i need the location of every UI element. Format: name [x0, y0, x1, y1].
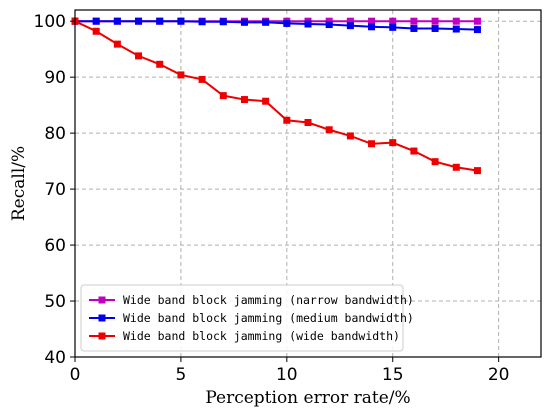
x-tick-label: 15: [382, 365, 404, 385]
data-point: [368, 140, 376, 148]
data-point: [177, 17, 185, 25]
data-point: [452, 17, 460, 25]
data-point: [389, 23, 397, 31]
data-point: [452, 163, 460, 171]
data-point: [473, 26, 481, 34]
series-line: [75, 20, 478, 31]
legend: Wide band block jamming (narrow bandwidt…: [80, 284, 414, 352]
legend-marker: [98, 296, 106, 304]
series-3: [71, 17, 481, 175]
data-point: [304, 118, 312, 126]
data-point: [368, 17, 376, 25]
series-2: [71, 17, 481, 34]
data-point: [452, 25, 460, 33]
data-point: [389, 139, 397, 147]
data-point: [346, 132, 354, 140]
data-point: [389, 17, 397, 25]
data-point: [473, 167, 481, 175]
legend-label: Wide band block jamming (wide bandwidth): [123, 329, 400, 343]
data-point: [113, 40, 121, 48]
data-point: [410, 17, 418, 25]
data-point: [473, 17, 481, 25]
data-point: [198, 75, 206, 83]
data-point: [240, 18, 248, 26]
x-axis-label: Perception error rate/%: [205, 388, 410, 408]
data-point: [135, 17, 143, 25]
y-tick-label: 100: [34, 12, 66, 32]
data-point: [346, 17, 354, 25]
data-point: [410, 24, 418, 32]
data-point: [156, 60, 164, 68]
y-tick-label: 80: [44, 124, 66, 144]
x-tick-label: 0: [70, 365, 81, 385]
x-tick-label: 5: [175, 365, 186, 385]
x-tick-label: 10: [276, 365, 298, 385]
data-point: [431, 158, 439, 166]
data-point: [113, 17, 121, 25]
data-point: [240, 96, 248, 104]
series-layer: [71, 17, 481, 175]
data-point: [325, 21, 333, 29]
data-point: [156, 17, 164, 25]
x-tick-label: 20: [488, 365, 510, 385]
series-line: [74, 20, 478, 172]
data-point: [368, 23, 376, 31]
y-tick-label: 50: [44, 292, 66, 312]
data-point: [346, 22, 354, 30]
data-point: [219, 18, 227, 26]
data-point: [325, 126, 333, 134]
data-point: [177, 71, 185, 79]
data-point: [304, 20, 312, 28]
data-point: [283, 19, 291, 27]
legend-label: Wide band block jamming (medium bandwidt…: [123, 311, 414, 325]
plot-frame: [74, 9, 542, 358]
legend-marker: [98, 332, 106, 340]
data-point: [410, 147, 418, 155]
data-point: [262, 97, 270, 105]
y-axis-label: Recall/%: [9, 146, 29, 221]
axis-ticks: 0 5 10 15 20 40 50 60 70 80 90 100: [34, 12, 510, 385]
data-point: [431, 24, 439, 32]
data-point: [431, 17, 439, 25]
data-point: [92, 27, 100, 35]
data-point: [283, 116, 291, 124]
y-tick-label: 70: [44, 180, 66, 200]
y-tick-label: 40: [44, 348, 66, 368]
data-point: [262, 18, 270, 26]
legend-marker: [98, 314, 106, 322]
data-point: [219, 92, 227, 100]
y-tick-label: 60: [44, 236, 66, 256]
data-point: [135, 52, 143, 60]
data-point: [198, 18, 206, 26]
legend-label: Wide band block jamming (narrow bandwidt…: [123, 293, 414, 307]
y-tick-label: 90: [44, 68, 66, 88]
data-point: [92, 17, 100, 25]
legend-box: [80, 284, 404, 352]
